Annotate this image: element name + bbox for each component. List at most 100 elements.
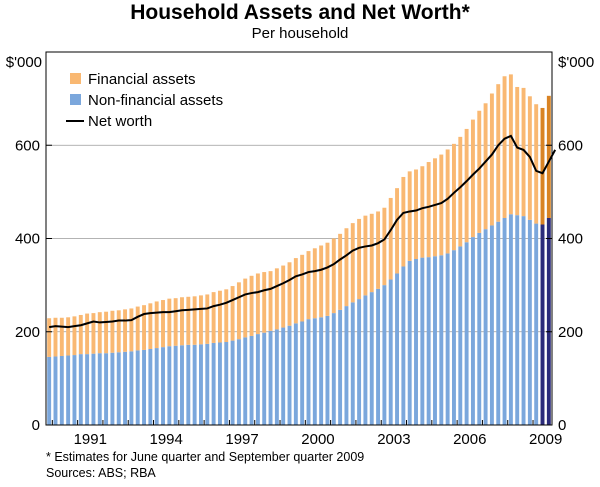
- bar-financial: [186, 296, 191, 345]
- legend-label-financial: Financial assets: [88, 71, 196, 88]
- bar-financial: [508, 74, 513, 215]
- bar-financial: [180, 297, 184, 346]
- bar-financial: [414, 169, 418, 260]
- bar-non-financial: [243, 337, 248, 425]
- bar-non-financial: [293, 323, 298, 425]
- bar-non-financial: [312, 318, 317, 425]
- bar-financial: [255, 273, 260, 335]
- x-tick-label: 2006: [453, 431, 486, 448]
- bar-non-financial: [217, 342, 222, 425]
- bar-non-financial: [388, 279, 393, 425]
- bar-financial: [496, 84, 501, 222]
- bar-financial: [199, 295, 203, 345]
- bar-non-financial: [496, 221, 501, 425]
- bar-financial: [502, 76, 507, 218]
- bar-non-financial: [104, 353, 109, 425]
- bar-financial: [224, 289, 229, 343]
- bar-non-financial: [376, 288, 381, 425]
- x-tick-label: 1991: [74, 431, 107, 448]
- bar-financial: [515, 86, 520, 216]
- bar-financial: [357, 218, 362, 300]
- bar-financial: [420, 166, 425, 258]
- left-unit-label: $'000: [6, 54, 42, 71]
- bar-financial: [104, 311, 109, 354]
- bar-non-financial: [521, 216, 526, 425]
- bar-non-financial: [489, 225, 494, 425]
- bar-non-financial: [262, 332, 267, 425]
- bar-financial: [211, 292, 216, 343]
- bar-non-financial: [414, 259, 418, 425]
- bar-non-financial: [255, 334, 260, 425]
- bar-non-financial: [53, 356, 58, 425]
- bar-non-financial: [458, 246, 463, 425]
- bar-non-financial: [527, 219, 532, 425]
- bar-non-financial: [230, 340, 235, 425]
- bar-financial: [161, 300, 165, 348]
- y-tick-label-right: 400: [558, 231, 583, 248]
- bar-non-financial: [66, 355, 71, 425]
- bar-financial: [281, 265, 286, 328]
- bar-financial: [458, 136, 463, 247]
- bar-non-financial: [452, 250, 456, 425]
- bar-financial: [205, 294, 210, 344]
- legend-label-nonfinancial: Non-financial assets: [88, 92, 223, 109]
- x-tick-label: 1997: [225, 431, 258, 448]
- bar-non-financial: [236, 339, 241, 425]
- bar-financial: [401, 176, 406, 267]
- bar-financial: [407, 171, 412, 261]
- right-unit-label: $'000: [558, 54, 594, 71]
- bar-financial: [249, 275, 254, 336]
- bar-non-financial: [224, 342, 229, 425]
- bar-financial: [325, 242, 330, 316]
- bar-non-financial: [515, 215, 520, 425]
- bar-financial: [293, 258, 298, 324]
- bar-financial: [540, 107, 545, 225]
- bar-non-financial: [129, 351, 134, 425]
- bar-non-financial: [123, 351, 128, 425]
- bar-non-financial: [268, 330, 273, 425]
- x-tick-label: 2000: [301, 431, 334, 448]
- bar-financial: [91, 313, 96, 354]
- bar-financial: [426, 162, 431, 258]
- bar-financial: [173, 298, 178, 346]
- bar-non-financial: [180, 345, 184, 425]
- bar-financial: [192, 296, 197, 345]
- bar-non-financial: [116, 352, 121, 425]
- bar-financial: [376, 211, 381, 289]
- bar-non-financial: [135, 350, 140, 425]
- bar-non-financial: [78, 354, 83, 425]
- bar-non-financial: [72, 355, 77, 425]
- bar-non-financial: [192, 344, 197, 425]
- bars: [47, 74, 551, 426]
- legend-swatch-financial: [70, 73, 81, 84]
- bar-non-financial: [85, 354, 90, 425]
- bar-financial: [262, 272, 267, 333]
- bar-financial: [445, 149, 450, 254]
- bar-non-financial: [433, 256, 437, 425]
- legend-label-networth: Net worth: [88, 113, 152, 130]
- bar-financial: [489, 93, 494, 226]
- footnote: * Estimates for June quarter and Septemb…: [46, 450, 365, 464]
- bar-financial: [433, 158, 437, 257]
- y-tick-label-left: 200: [15, 324, 40, 341]
- y-tick-label-left: 400: [15, 231, 40, 248]
- x-axis-ticks: 1991 1994 1997 2000 2003 2006 2009: [51, 420, 562, 448]
- bar-non-financial: [534, 223, 539, 425]
- bar-financial: [217, 290, 222, 343]
- bar-financial: [350, 223, 355, 303]
- y-tick-label-right: 200: [558, 324, 583, 341]
- bar-financial: [230, 286, 235, 341]
- bar-non-financial: [420, 257, 425, 425]
- bar-financial: [135, 306, 140, 351]
- bar-financial: [369, 213, 374, 293]
- x-tick-label: 1994: [149, 431, 182, 448]
- net-worth-line: [49, 134, 557, 329]
- bar-financial: [521, 87, 526, 217]
- bar-financial: [85, 313, 90, 355]
- bar-non-financial: [401, 266, 406, 425]
- bar-non-financial: [319, 317, 324, 425]
- bar-financial: [268, 271, 273, 331]
- bar-non-financial: [508, 214, 513, 425]
- bar-financial: [236, 282, 241, 340]
